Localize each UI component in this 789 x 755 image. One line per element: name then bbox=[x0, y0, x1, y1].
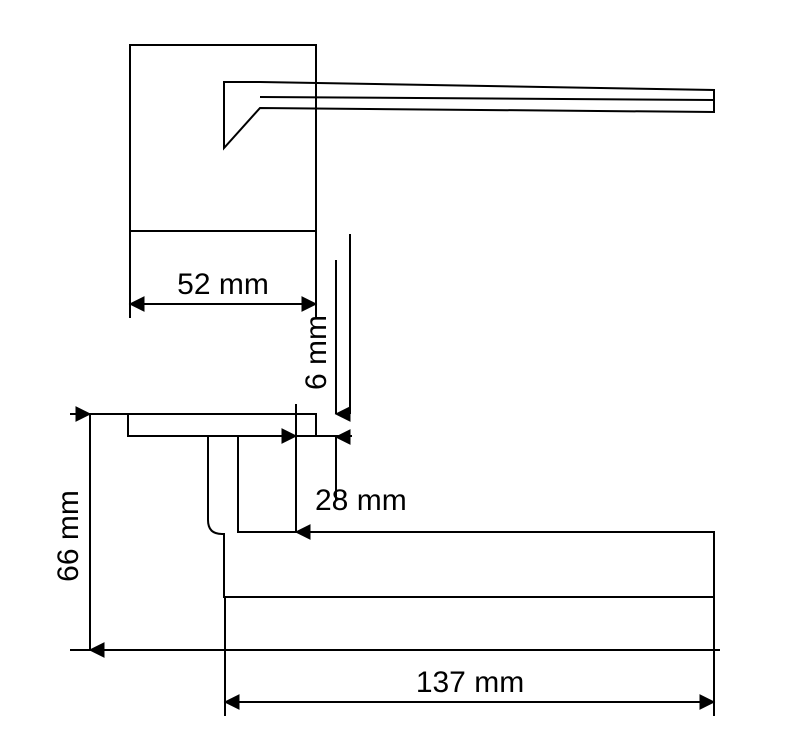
top-view bbox=[128, 414, 714, 597]
dim-52-label: 52 mm bbox=[177, 268, 269, 301]
dimension-52mm: 52 mm bbox=[130, 231, 316, 318]
lever-front bbox=[224, 82, 714, 148]
door-handle-technical-drawing: 52 mm 6 mm 28 mm 66 mm bbox=[0, 0, 789, 755]
dimension-28mm: 28 mm bbox=[238, 404, 407, 532]
dimension-6mm: 6 mm bbox=[300, 234, 352, 500]
lever-midline bbox=[260, 97, 714, 100]
stem-top bbox=[208, 436, 714, 597]
dim-6-label: 6 mm bbox=[300, 315, 333, 390]
dim-137-label: 137 mm bbox=[416, 666, 524, 699]
dim-66-label: 66 mm bbox=[52, 490, 85, 582]
backplate-top bbox=[128, 414, 316, 436]
dimension-137mm: 137 mm bbox=[225, 597, 714, 716]
dim-28-label: 28 mm bbox=[315, 484, 407, 517]
front-view bbox=[130, 45, 714, 231]
